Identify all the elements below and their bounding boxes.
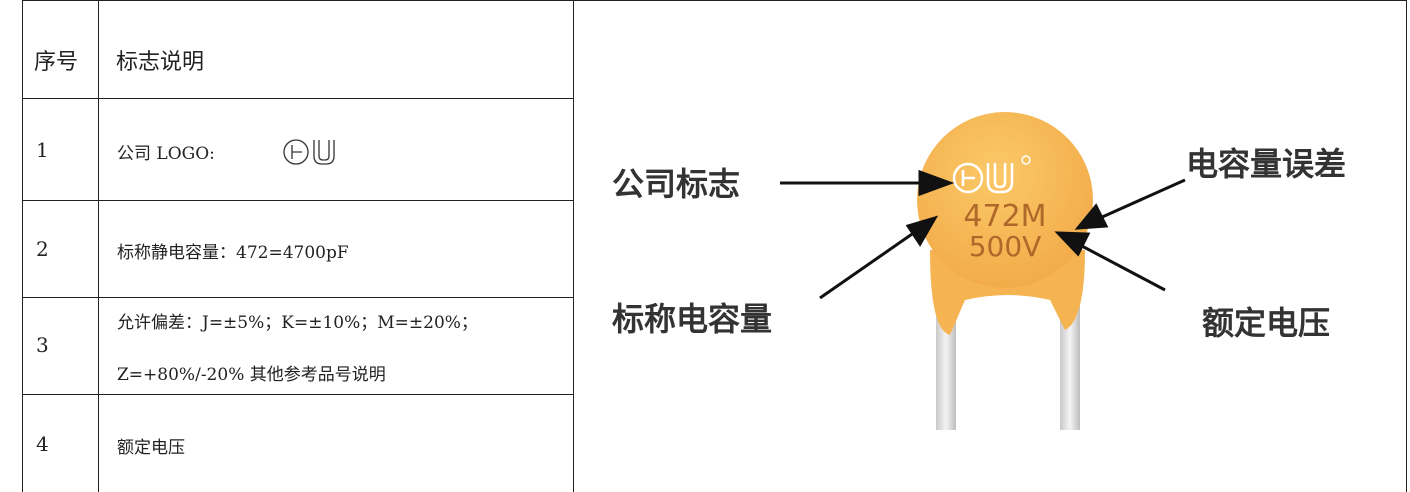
border: [573, 0, 574, 492]
capacitor-figure: 472M 500V 公司标志 电容量误差 标称电容量 额定电压: [612, 112, 1346, 430]
row-text: 额定电压: [117, 438, 185, 458]
row-number: 1: [36, 138, 49, 162]
border: [1406, 0, 1407, 492]
row-number: 2: [36, 237, 49, 261]
figure-label: 标称电容量: [612, 300, 772, 338]
row-number: 4: [36, 432, 49, 456]
border: [22, 98, 573, 99]
figure-label: 公司标志: [612, 165, 740, 203]
header-cell: 标志说明: [116, 50, 205, 75]
border: [22, 394, 573, 395]
border: [98, 0, 99, 492]
row-text: 公司 LOGO:: [117, 144, 215, 164]
figure-label: 额定电压: [1202, 304, 1330, 342]
row-text: 标称静电容量：472=4700pF: [117, 243, 349, 263]
row-text: Z=+80%/-20% 其他参考品号说明: [117, 365, 386, 385]
lead: [1060, 300, 1080, 430]
capacitor-body: [917, 112, 1093, 288]
border: [22, 297, 573, 298]
logo-icon: [283, 139, 335, 165]
arrows: [780, 169, 1186, 300]
figure-label: 电容量误差: [1186, 145, 1346, 183]
border: [22, 200, 573, 201]
marking: 500V: [969, 230, 1042, 263]
border: [22, 0, 23, 492]
border: [22, 0, 1407, 1]
row-text: 允许偏差：J=±5%；K=±10%；M=±20%；: [117, 313, 478, 333]
header-cell: 序号: [34, 50, 79, 75]
row-number: 3: [36, 333, 49, 357]
marking: 472M: [963, 199, 1046, 234]
